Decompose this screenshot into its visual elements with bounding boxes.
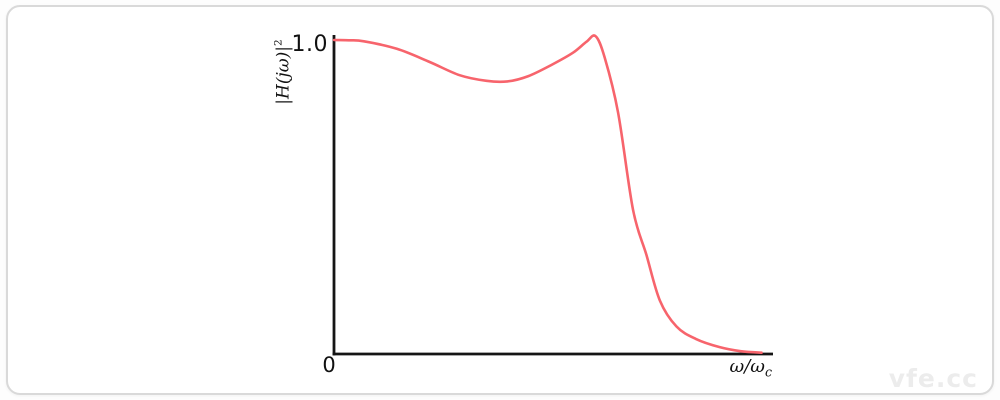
y-axis-label-exponent: 2 — [272, 39, 285, 47]
x-axis-label-base: ω/ω — [729, 356, 765, 377]
watermark: vfe.cc — [888, 364, 978, 393]
x-axis-label: ω/ωc — [722, 358, 772, 379]
x-axis-label-subscript: c — [764, 364, 772, 380]
figure-card — [6, 5, 994, 395]
response-curve — [332, 34, 763, 354]
origin-tick-label: 0 — [322, 353, 336, 377]
y-tick-label-1_0: 1.0 — [291, 32, 328, 57]
